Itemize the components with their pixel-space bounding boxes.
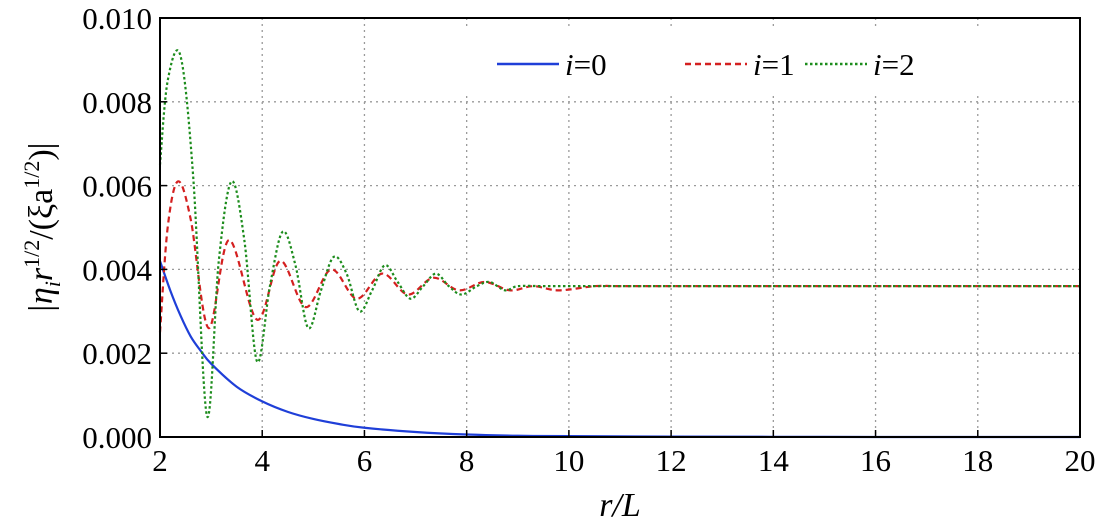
x-axis-title: r/L: [599, 487, 641, 524]
y-tick-label: 0.000: [82, 420, 152, 455]
y-title-sup1: 1/2: [19, 240, 44, 268]
x-tick-label: 8: [459, 443, 475, 478]
series-line-1: [158, 180, 1080, 333]
x-tick-label: 18: [962, 443, 993, 478]
y-title-open: |η: [23, 287, 60, 313]
grid: [160, 18, 1080, 437]
y-tick-label: 0.008: [82, 85, 152, 120]
series-layer: [158, 49, 1080, 439]
x-tick-labels: 2 4 6 8 10 12 14 16 18 20: [152, 443, 1095, 478]
x-tick-label: 16: [860, 443, 891, 478]
y-tick-label: 0.002: [82, 336, 152, 371]
x-tick-label: 12: [656, 443, 687, 478]
y-title-sup2: 1/2: [19, 161, 44, 189]
x-tick-label: 2: [152, 443, 168, 478]
y-title-close: )|: [23, 143, 60, 161]
y-tick-label: 0.010: [82, 1, 152, 36]
plot-frame: [159, 17, 1081, 438]
svg-text:|ηir1/2/(ξa1/2)|: |ηir1/2/(ξa1/2)|: [19, 143, 65, 314]
x-tick-label: 6: [357, 443, 373, 478]
y-tick-labels: 0.000 0.002 0.004 0.006 0.008 0.010: [82, 1, 152, 455]
y-title-sub: i: [40, 281, 65, 287]
legend-label-0: i=0: [565, 47, 607, 82]
x-tick-label: 20: [1065, 443, 1096, 478]
y-tick-label: 0.006: [82, 169, 152, 204]
series-line-0: [158, 260, 1080, 439]
x-tick-label: 14: [758, 443, 790, 478]
legend-label-2: i=2: [873, 47, 915, 82]
y-title-mid: /(ξa: [23, 189, 60, 240]
x-tick-label: 10: [553, 443, 584, 478]
series-line-2: [158, 49, 1080, 419]
x-tick-label: 4: [254, 443, 270, 478]
legend: i=0 i=1 i=2: [462, 30, 982, 92]
legend-background: [462, 30, 982, 92]
y-axis-title: |ηir1/2/(ξa1/2)|: [19, 143, 65, 314]
y-tick-label: 0.004: [82, 252, 152, 287]
tick-marks: [159, 17, 1081, 438]
y-title-r: r: [23, 267, 60, 281]
legend-label-1: i=1: [753, 47, 795, 82]
